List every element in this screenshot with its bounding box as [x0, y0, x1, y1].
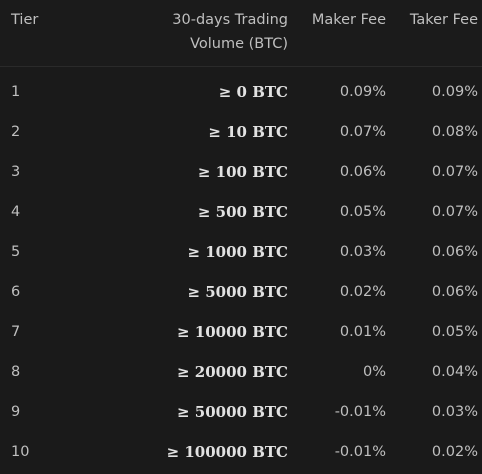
maker-fee-cell: -0.01%	[334, 404, 386, 420]
taker-fee-cell: 0.06%	[431, 244, 478, 260]
taker-fee-cell: 0.07%	[431, 164, 478, 180]
volume-cell: ≥ 5000 BTC	[187, 283, 288, 301]
table-row: 8 ≥ 20000 BTC 0% 0.04%	[0, 352, 482, 392]
tier-cell: 7	[11, 324, 21, 340]
column-header-taker-fee: Taker Fee	[409, 12, 478, 28]
tier-cell: 5	[11, 244, 21, 260]
column-header-volume: 30-days Trading Volume (BTC)	[108, 8, 288, 56]
maker-fee-cell: 0.05%	[339, 204, 386, 220]
tier-cell: 10	[11, 444, 30, 460]
maker-fee-cell: 0.03%	[339, 244, 386, 260]
table-row: 9 ≥ 50000 BTC -0.01% 0.03%	[0, 392, 482, 432]
table-row: 3 ≥ 100 BTC 0.06% 0.07%	[0, 152, 482, 192]
volume-cell: ≥ 20000 BTC	[177, 363, 288, 381]
table-header: Tier 30-days Trading Volume (BTC) Maker …	[0, 0, 482, 67]
table-row: 10 ≥ 100000 BTC -0.01% 0.02%	[0, 432, 482, 472]
tier-cell: 8	[11, 364, 21, 380]
tier-cell: 2	[11, 124, 21, 140]
column-header-tier: Tier	[11, 12, 39, 28]
maker-fee-cell: 0.01%	[339, 324, 386, 340]
volume-cell: ≥ 50000 BTC	[177, 403, 288, 421]
table-body: 1 ≥ 0 BTC 0.09% 0.09% 2 ≥ 10 BTC 0.07% 0…	[0, 72, 482, 472]
volume-cell: ≥ 10000 BTC	[177, 323, 288, 341]
tier-cell: 6	[11, 284, 21, 300]
table-row: 5 ≥ 1000 BTC 0.03% 0.06%	[0, 232, 482, 272]
volume-cell: ≥ 10 BTC	[208, 123, 288, 141]
table-row: 1 ≥ 0 BTC 0.09% 0.09%	[0, 72, 482, 112]
taker-fee-cell: 0.03%	[431, 404, 478, 420]
maker-fee-cell: 0%	[362, 364, 386, 380]
table-row: 6 ≥ 5000 BTC 0.02% 0.06%	[0, 272, 482, 312]
column-header-volume-line1: 30-days Trading	[172, 12, 288, 28]
table-row: 4 ≥ 500 BTC 0.05% 0.07%	[0, 192, 482, 232]
taker-fee-cell: 0.04%	[431, 364, 478, 380]
volume-cell: ≥ 1000 BTC	[187, 243, 288, 261]
volume-cell: ≥ 0 BTC	[218, 83, 288, 101]
tier-cell: 3	[11, 164, 21, 180]
taker-fee-cell: 0.06%	[431, 284, 478, 300]
table-row: 2 ≥ 10 BTC 0.07% 0.08%	[0, 112, 482, 152]
taker-fee-cell: 0.09%	[431, 84, 478, 100]
volume-cell: ≥ 100000 BTC	[166, 443, 288, 461]
table-row: 7 ≥ 10000 BTC 0.01% 0.05%	[0, 312, 482, 352]
maker-fee-cell: 0.09%	[339, 84, 386, 100]
maker-fee-cell: 0.06%	[339, 164, 386, 180]
maker-fee-cell: 0.07%	[339, 124, 386, 140]
taker-fee-cell: 0.07%	[431, 204, 478, 220]
column-header-maker-fee: Maker Fee	[311, 12, 386, 28]
maker-fee-cell: -0.01%	[334, 444, 386, 460]
taker-fee-cell: 0.05%	[431, 324, 478, 340]
taker-fee-cell: 0.02%	[431, 444, 478, 460]
tier-cell: 9	[11, 404, 21, 420]
taker-fee-cell: 0.08%	[431, 124, 478, 140]
column-header-volume-line2: Volume (BTC)	[190, 36, 288, 52]
maker-fee-cell: 0.02%	[339, 284, 386, 300]
volume-cell: ≥ 100 BTC	[197, 163, 288, 181]
tier-cell: 1	[11, 84, 21, 100]
tier-cell: 4	[11, 204, 21, 220]
volume-cell: ≥ 500 BTC	[197, 203, 288, 221]
